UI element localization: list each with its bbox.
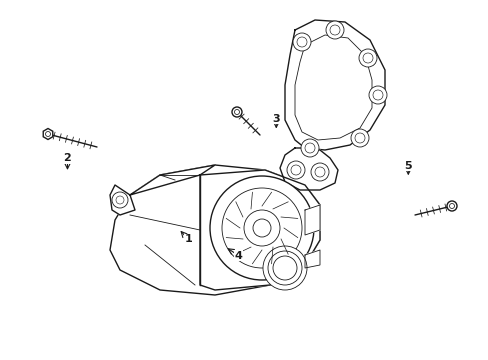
Polygon shape	[43, 129, 53, 140]
Text: 4: 4	[234, 251, 242, 261]
Circle shape	[301, 139, 318, 157]
Text: 2: 2	[63, 153, 71, 163]
Circle shape	[209, 176, 313, 280]
Circle shape	[325, 21, 343, 39]
Circle shape	[252, 219, 270, 237]
Polygon shape	[305, 205, 319, 235]
Text: 1: 1	[184, 234, 192, 244]
Polygon shape	[130, 165, 215, 195]
Circle shape	[368, 86, 386, 104]
Circle shape	[112, 192, 128, 208]
Text: 5: 5	[404, 161, 411, 171]
Circle shape	[350, 129, 368, 147]
Circle shape	[286, 161, 305, 179]
Polygon shape	[110, 185, 135, 215]
Circle shape	[446, 201, 456, 211]
Polygon shape	[294, 35, 371, 140]
Polygon shape	[305, 250, 319, 268]
Polygon shape	[110, 165, 319, 295]
Polygon shape	[280, 148, 337, 190]
Polygon shape	[200, 170, 319, 290]
Circle shape	[244, 210, 280, 246]
Text: 3: 3	[272, 114, 280, 124]
Circle shape	[263, 246, 306, 290]
Circle shape	[231, 107, 242, 117]
Circle shape	[310, 163, 328, 181]
Circle shape	[292, 33, 310, 51]
Polygon shape	[285, 20, 384, 150]
Circle shape	[358, 49, 376, 67]
